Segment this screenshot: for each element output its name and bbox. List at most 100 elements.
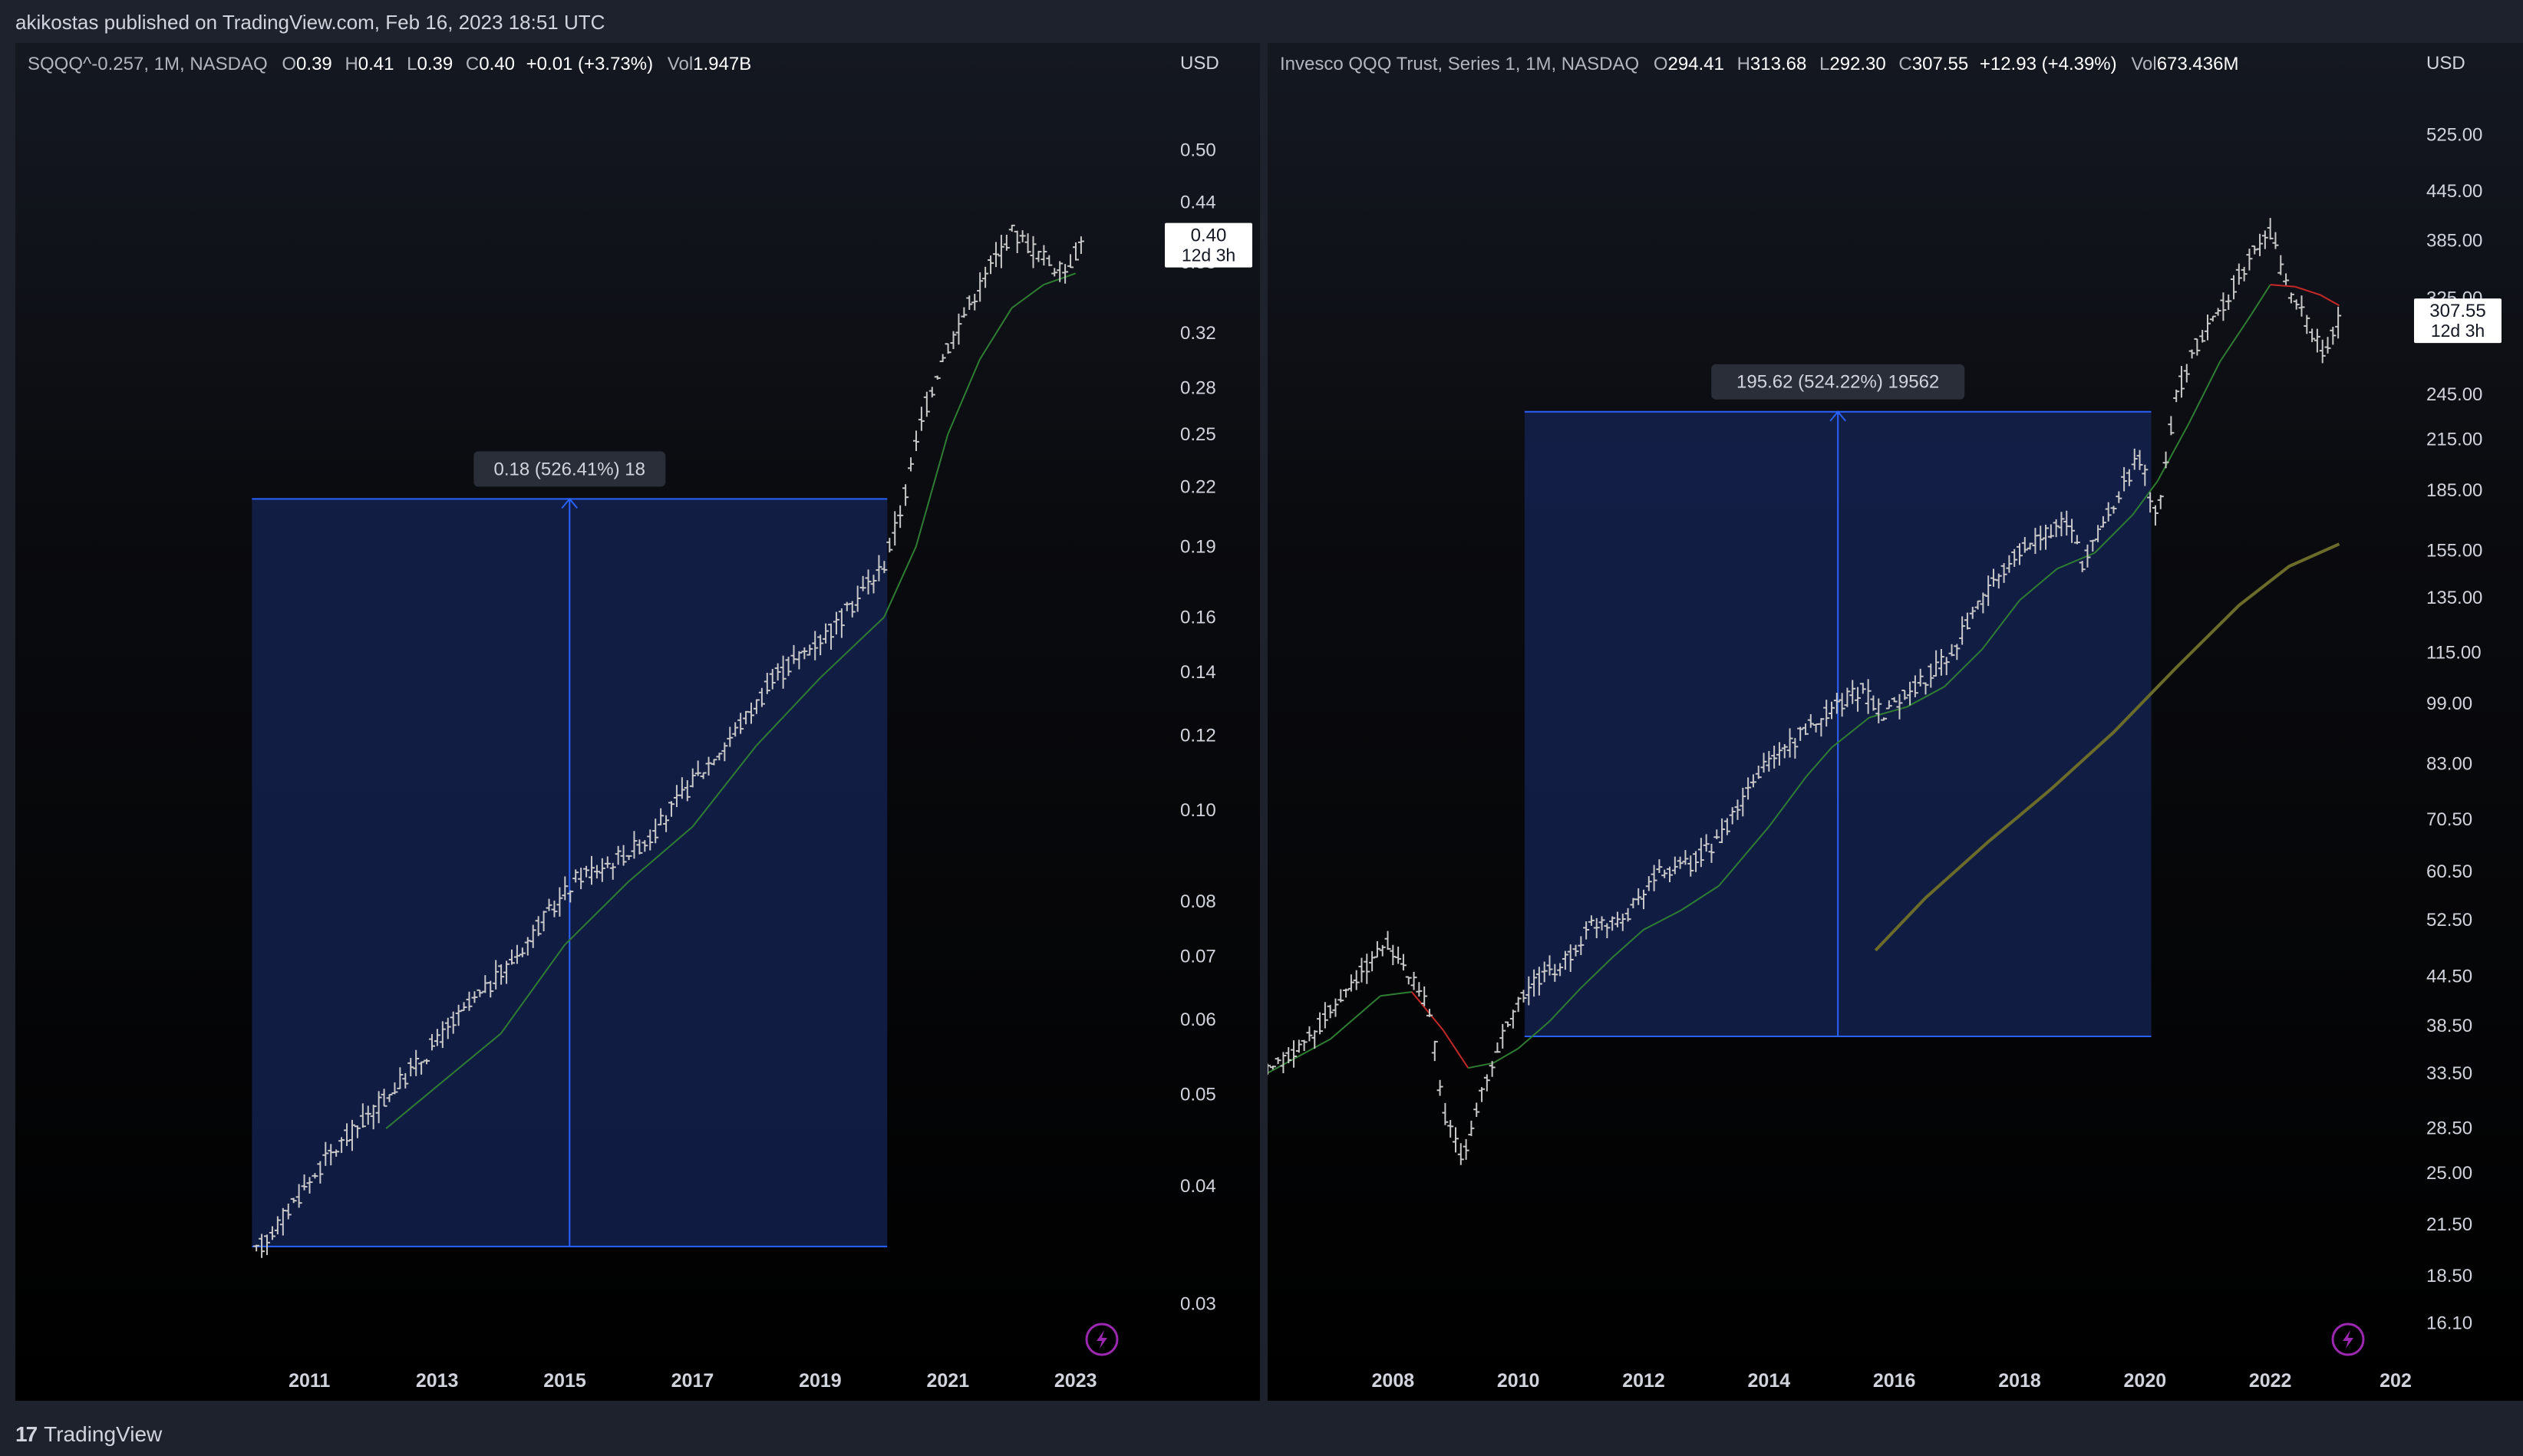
candle xyxy=(1938,648,1944,676)
lightning-icon xyxy=(2331,1323,2365,1356)
candle xyxy=(306,1177,313,1194)
candle xyxy=(1436,1079,1443,1096)
candle xyxy=(727,726,734,747)
publish-info: akikostas published on TradingView.com, … xyxy=(15,11,605,34)
candle xyxy=(1849,680,1856,704)
candle xyxy=(918,407,925,431)
ma-segment xyxy=(1380,990,1412,997)
candle xyxy=(1525,976,1532,1006)
candle xyxy=(620,845,627,866)
candle xyxy=(498,964,505,985)
candle xyxy=(1875,698,1882,723)
y-tick-label: 185.00 xyxy=(2426,480,2482,501)
candle xyxy=(1473,1102,1480,1118)
ma-segment xyxy=(1680,884,1720,911)
candle xyxy=(892,511,899,546)
candle xyxy=(397,1067,404,1089)
candle xyxy=(450,1011,457,1034)
last-price-value: 307.55 xyxy=(2429,301,2485,321)
candle xyxy=(1797,726,1804,741)
ma-long-line xyxy=(1874,542,2340,952)
candle xyxy=(711,759,717,766)
candle xyxy=(1645,876,1652,891)
y-tick-label: 0.04 xyxy=(1180,1176,1216,1197)
candle xyxy=(1786,728,1793,758)
candle xyxy=(1667,866,1674,883)
change-value: +12.93 (+4.39%) xyxy=(1979,54,2117,74)
brand-name[interactable]: TradingView xyxy=(44,1422,163,1446)
y-tick-label: 25.00 xyxy=(2426,1163,2472,1184)
y-tick-label: 0.28 xyxy=(1180,377,1216,398)
candle xyxy=(599,858,605,882)
candle xyxy=(1489,1061,1496,1077)
ma-segment xyxy=(1548,987,1582,1022)
symbol-label[interactable]: Invesco QQQ Trust, Series 1, 1M, NASDAQ xyxy=(1280,54,1640,74)
candle xyxy=(413,1049,420,1076)
candle xyxy=(1750,774,1756,788)
candle xyxy=(615,845,622,865)
ma-segment xyxy=(1768,776,1808,828)
open-value: 0.39 xyxy=(296,54,332,74)
lightning-ring xyxy=(2331,1323,2365,1356)
ma-segment xyxy=(1611,929,1644,958)
y-tick-label: 0.07 xyxy=(1180,947,1216,967)
right-chart-canvas[interactable]: USD525.00445.00385.00325.00245.00215.001… xyxy=(1268,43,2523,1401)
candle xyxy=(2194,338,2201,356)
candle xyxy=(1552,964,1558,982)
candle xyxy=(2319,339,2326,364)
y-tick-label: 0.06 xyxy=(1180,1010,1216,1030)
ma-segment xyxy=(2156,423,2190,482)
candle xyxy=(928,387,935,397)
candle xyxy=(758,687,765,707)
candle xyxy=(354,1125,361,1138)
candle xyxy=(2099,516,2106,528)
candle xyxy=(519,947,526,957)
candle xyxy=(1030,236,1037,268)
last-price-tag xyxy=(1165,222,1252,268)
candle xyxy=(1781,743,1788,759)
candle xyxy=(982,266,989,288)
countdown-value: 12d 3h xyxy=(2431,321,2485,341)
candle xyxy=(1635,888,1642,905)
candle xyxy=(1280,1052,1287,1074)
candle xyxy=(939,354,946,363)
right-chart-pane[interactable]: Invesco QQQ Trust, Series 1, 1M, NASDAQ … xyxy=(1268,43,2523,1401)
x-tick-label: 2019 xyxy=(799,1370,842,1392)
candle xyxy=(2235,263,2242,285)
y-tick-label: 70.50 xyxy=(2426,809,2472,830)
candle xyxy=(2043,524,2050,550)
y-tick-label: 83.00 xyxy=(2426,753,2472,774)
ma-segment xyxy=(1492,1047,1519,1064)
ma-segment xyxy=(2251,284,2271,315)
candle xyxy=(1483,1074,1490,1092)
tradingview-logo-icon[interactable]: 17 xyxy=(15,1422,38,1446)
candle xyxy=(567,890,574,903)
ma-segment xyxy=(1442,1029,1469,1069)
candle xyxy=(1964,612,1971,630)
symbol-label[interactable]: SQQQ^-0.257, 1M, NASDAQ xyxy=(28,54,268,74)
candle xyxy=(1933,650,1940,677)
candle xyxy=(1494,1042,1501,1053)
candle xyxy=(2335,306,2342,339)
candle xyxy=(609,862,616,880)
left-chart-pane[interactable]: SQQQ^-0.257, 1M, NASDAQ O0.39 H0.41 L0.3… xyxy=(15,43,1260,1401)
candle xyxy=(1829,701,1835,720)
candle xyxy=(1505,1021,1512,1027)
candle xyxy=(1311,1029,1318,1049)
volume-value: 673.436M xyxy=(2156,54,2239,74)
candle xyxy=(253,1244,260,1252)
ma-segment xyxy=(2270,284,2296,288)
candle xyxy=(774,663,781,681)
candle xyxy=(1332,998,1339,1017)
x-tick-label: 2015 xyxy=(543,1370,586,1392)
candle xyxy=(2283,273,2290,285)
left-chart-canvas[interactable]: USD0.500.440.380.320.280.250.220.190.160… xyxy=(15,43,1260,1401)
ma-segment xyxy=(436,1033,502,1087)
candle xyxy=(2069,519,2076,543)
y-tick-label: 0.16 xyxy=(1180,608,1216,628)
candle xyxy=(444,1017,451,1039)
candle xyxy=(583,865,590,878)
candle xyxy=(971,293,978,311)
candle xyxy=(663,815,670,832)
candle xyxy=(1802,723,1809,736)
